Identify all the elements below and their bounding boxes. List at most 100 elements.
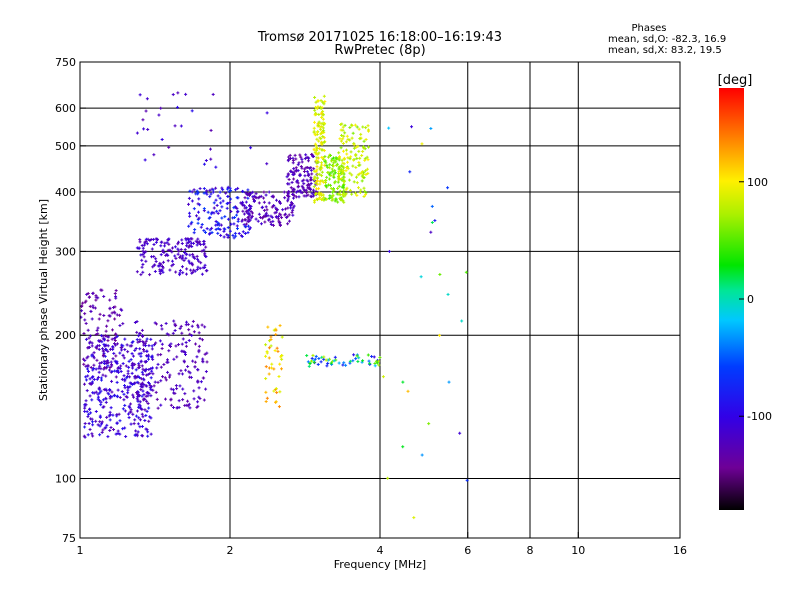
data-point xyxy=(341,185,345,189)
data-point xyxy=(304,191,308,195)
data-point xyxy=(196,323,200,327)
data-point xyxy=(342,175,346,179)
data-point xyxy=(127,359,131,363)
data-point xyxy=(216,227,220,231)
data-point xyxy=(189,241,193,245)
data-point xyxy=(96,375,100,379)
data-point xyxy=(118,432,122,436)
data-point xyxy=(334,160,338,164)
data-point xyxy=(184,341,188,345)
colorbar-ticks: 100 0 -100 xyxy=(739,176,772,423)
data-point xyxy=(153,380,157,384)
data-point xyxy=(429,127,433,131)
data-point xyxy=(145,337,149,341)
data-point xyxy=(270,205,274,209)
data-point xyxy=(104,348,108,352)
data-point xyxy=(184,256,188,260)
data-point xyxy=(224,191,228,195)
data-point xyxy=(307,173,311,177)
data-point xyxy=(178,384,182,388)
data-point xyxy=(208,195,212,199)
data-point xyxy=(357,127,361,131)
data-point xyxy=(100,288,104,292)
data-point xyxy=(310,172,314,176)
data-point xyxy=(273,211,277,215)
y-tick-label: 400 xyxy=(55,186,76,199)
data-point xyxy=(214,165,218,169)
data-point xyxy=(153,269,157,273)
data-point xyxy=(146,127,150,131)
data-point xyxy=(189,268,193,272)
data-point xyxy=(130,344,134,348)
data-point xyxy=(135,320,139,324)
data-point xyxy=(161,260,165,264)
data-point xyxy=(316,362,320,366)
data-point xyxy=(145,349,149,353)
data-point xyxy=(199,380,203,384)
data-point xyxy=(362,186,366,190)
data-point xyxy=(310,356,314,360)
data-point xyxy=(88,341,92,345)
data-point xyxy=(335,162,339,166)
data-point xyxy=(312,167,316,171)
data-point xyxy=(110,395,114,399)
data-point xyxy=(300,191,304,195)
data-point xyxy=(139,359,143,363)
data-point xyxy=(158,339,162,343)
data-point xyxy=(86,374,90,378)
data-point xyxy=(174,256,178,260)
data-point xyxy=(133,381,137,385)
data-point xyxy=(216,221,220,225)
data-point xyxy=(309,176,313,180)
data-point xyxy=(278,390,282,394)
data-point xyxy=(126,388,130,392)
data-point xyxy=(251,190,255,194)
data-point xyxy=(89,411,93,415)
data-point xyxy=(179,254,183,258)
data-point xyxy=(267,356,271,360)
data-point xyxy=(113,332,117,336)
data-point xyxy=(135,409,139,413)
data-point xyxy=(192,397,196,401)
data-point xyxy=(134,368,138,372)
data-point xyxy=(225,187,229,191)
data-point xyxy=(264,390,268,394)
data-point xyxy=(109,360,113,364)
data-point xyxy=(92,363,96,367)
data-point xyxy=(101,337,105,341)
data-point xyxy=(348,157,352,161)
data-point xyxy=(249,209,253,213)
data-point xyxy=(265,162,269,166)
data-point xyxy=(253,199,257,203)
stats-heading: Phases xyxy=(631,23,666,34)
data-point xyxy=(94,390,98,394)
data-point xyxy=(203,325,207,329)
data-point xyxy=(320,174,324,178)
data-point xyxy=(133,321,137,325)
data-point xyxy=(355,175,359,179)
data-point xyxy=(251,211,255,215)
data-point xyxy=(447,380,451,384)
data-point xyxy=(202,162,206,166)
data-point xyxy=(141,246,145,250)
data-point xyxy=(172,391,176,395)
data-point xyxy=(317,113,321,117)
data-point xyxy=(331,164,335,168)
data-point xyxy=(126,369,130,373)
data-point xyxy=(196,210,200,214)
data-point xyxy=(336,200,340,204)
data-point xyxy=(195,243,199,247)
data-point xyxy=(175,105,179,109)
data-point xyxy=(139,273,143,277)
data-point xyxy=(169,397,173,401)
data-point xyxy=(408,170,412,174)
data-point xyxy=(190,261,194,265)
data-point xyxy=(314,100,318,104)
data-point xyxy=(229,209,233,213)
data-point xyxy=(90,398,94,402)
data-point xyxy=(98,391,102,395)
data-point xyxy=(160,138,164,142)
data-point xyxy=(85,389,89,393)
data-point xyxy=(185,252,189,256)
data-point xyxy=(128,406,132,410)
